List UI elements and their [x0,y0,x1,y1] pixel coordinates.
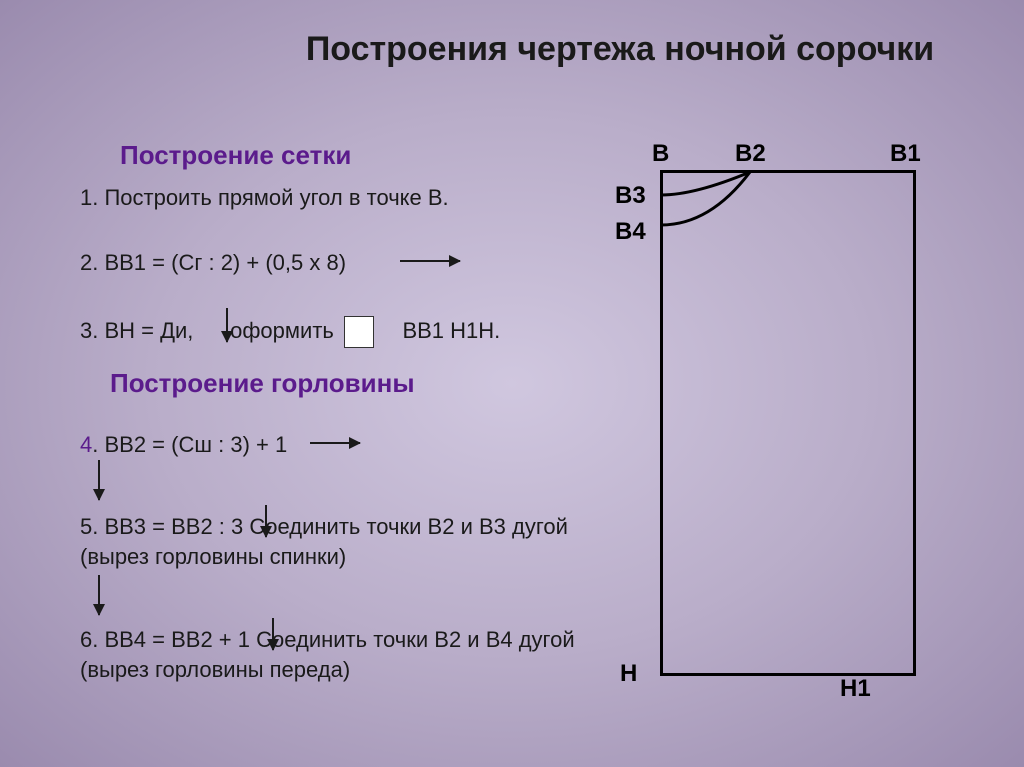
diagram-arcs [640,170,940,690]
white-box-icon [344,316,374,348]
label-H1: Н1 [840,675,871,703]
arrow-right-icon [310,442,360,444]
subtitle-neck: Построение горловины [110,368,415,399]
main-title: Построения чертежа ночной сорочки [300,28,940,71]
arrow-down-icon [98,460,100,500]
step-5: 5. ВВ3 = ВВ2 : 3 Соединить точки В2 и В3… [80,512,590,571]
label-B2: В2 [735,140,766,168]
arrow-down-icon [265,505,267,537]
slide: Построения чертежа ночной сорочки Постро… [0,0,1024,767]
label-B: В [652,140,669,168]
label-B1: В1 [890,140,921,168]
arc-back-neck [661,172,750,195]
arrow-down-icon [226,308,228,342]
step-3a: 3. ВН = Ди, [80,318,193,343]
step-3c: ВВ1 Н1Н. [402,318,500,343]
arrow-down-icon [98,575,100,615]
step-4: 4. ВВ2 = (Сш : 3) + 1 [80,430,287,460]
label-B4: В4 [615,218,646,246]
step-3b: оформить [230,318,334,343]
pattern-diagram: В В2 В1 В3 В4 Н Н1 [640,170,940,690]
label-B3: В3 [615,182,646,210]
step-4-num: 4 [80,432,92,457]
step-1: 1. Построить прямой угол в точке В. [80,183,449,213]
arc-front-neck [661,172,750,225]
step-4-text: . ВВ2 = (Сш : 3) + 1 [92,432,287,457]
subtitle-grid: Построение сетки [120,140,351,171]
step-6: 6. ВВ4 = ВВ2 + 1 Соединить точки В2 и В4… [80,625,590,684]
step-3: 3. ВН = Ди, оформить ВВ1 Н1Н. [80,316,500,348]
arrow-down-icon [272,618,274,650]
arrow-right-icon [400,260,460,262]
label-H: Н [620,660,637,688]
step-2: 2. ВВ1 = (Сг : 2) + (0,5 х 8) [80,248,346,278]
